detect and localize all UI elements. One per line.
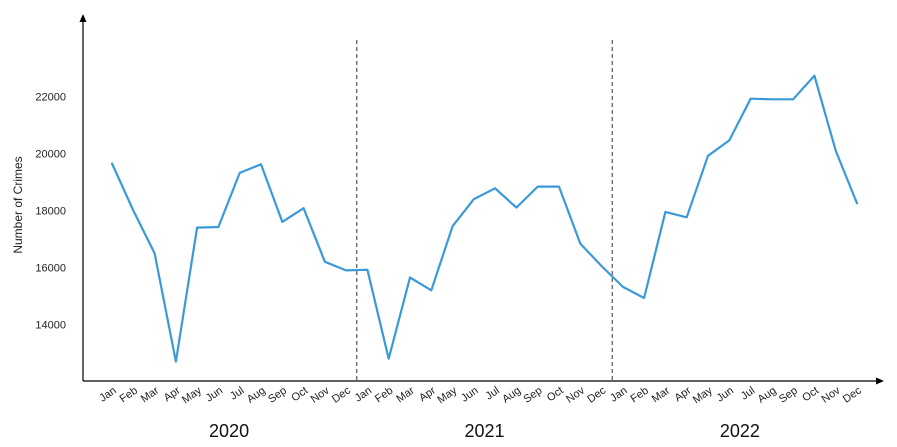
month-tick-label: Jan: [97, 385, 118, 405]
month-tick-label: May: [180, 384, 204, 406]
month-tick-label: Nov: [564, 384, 587, 405]
month-tick-label: Nov: [820, 384, 843, 405]
y-tick-labels: 14000 16000 18000 20000 22000: [35, 91, 66, 331]
month-tick-label: Feb: [628, 385, 650, 406]
month-tick-label: Apr: [162, 384, 183, 404]
month-tick-label: Jul: [739, 385, 757, 403]
month-tick-label: Apr: [417, 384, 438, 404]
month-tick-label: Sep: [522, 385, 545, 406]
month-tick-label: Jun: [715, 385, 736, 405]
month-tick-label: Dec: [330, 384, 353, 405]
month-tick-label: Oct: [800, 385, 821, 405]
y-tick-label: 22000: [35, 91, 66, 103]
month-tick-label: Nov: [309, 384, 332, 405]
year-label: 2022: [720, 421, 760, 441]
month-tick-label: Apr: [673, 384, 694, 404]
month-tick-label: Feb: [373, 385, 395, 406]
month-tick-label: Aug: [245, 385, 268, 406]
month-tick-label: Aug: [756, 385, 779, 406]
month-tick-label: Mar: [394, 384, 417, 405]
y-tick-label: 18000: [35, 206, 66, 218]
month-tick-label: Dec: [841, 384, 864, 405]
year-labels: 2020 2021 2022: [209, 421, 760, 441]
y-axis-arrow: [79, 14, 87, 22]
y-tick-label: 20000: [35, 148, 66, 160]
x-axis-arrow: [876, 377, 884, 385]
y-tick-label: 16000: [35, 263, 66, 275]
series-layer: [110, 74, 859, 363]
y-tick-label: 14000: [35, 320, 66, 332]
month-tick-label: Dec: [585, 384, 608, 405]
y-axis-title: Number of Crimes: [11, 156, 25, 253]
month-tick-label: Oct: [289, 385, 310, 405]
month-tick-label: Mar: [139, 384, 162, 405]
month-tick-label: Jan: [608, 385, 629, 405]
month-tick-label: May: [691, 384, 715, 406]
series-line: [110, 74, 859, 363]
month-tick-label: Jul: [228, 385, 246, 403]
month-tick-label: Jun: [204, 385, 225, 405]
month-tick-label: Sep: [777, 385, 800, 406]
month-tick-label: Feb: [118, 385, 140, 406]
month-tick-label: Jun: [459, 385, 480, 405]
year-label: 2020: [209, 421, 249, 441]
month-tick-label: May: [435, 384, 459, 406]
month-tick-label: Jan: [353, 385, 374, 405]
month-tick-label: Oct: [545, 385, 566, 405]
axes: [79, 14, 884, 385]
year-dividers: [356, 40, 613, 381]
month-tick-label: Sep: [266, 385, 289, 406]
month-tick-label: Mar: [650, 384, 673, 405]
month-tick-label: Aug: [500, 385, 523, 406]
year-label: 2021: [464, 421, 504, 441]
month-tick-label: Jul: [483, 385, 501, 403]
